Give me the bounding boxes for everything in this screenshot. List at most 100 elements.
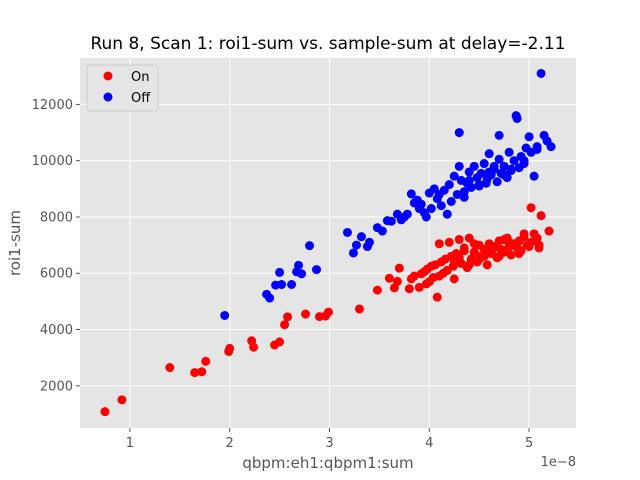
- data-point-off: [454, 128, 464, 138]
- data-point-on: [432, 292, 442, 302]
- data-point-off: [484, 149, 494, 159]
- data-point-off: [481, 178, 491, 188]
- data-point-off: [416, 199, 426, 209]
- data-point-on: [249, 342, 259, 352]
- data-point-on: [414, 282, 424, 292]
- data-point-off: [452, 189, 462, 199]
- data-point-on: [225, 343, 235, 353]
- data-point-on: [384, 273, 394, 283]
- x-axis-offset-text: 1e−8: [541, 455, 576, 470]
- data-point-on: [372, 285, 382, 295]
- data-point-on: [514, 249, 524, 259]
- x-tick-label: 3: [325, 436, 333, 451]
- data-point-off: [449, 171, 459, 181]
- data-point-off: [506, 164, 516, 174]
- y-tick-label: 8000: [40, 210, 73, 225]
- data-point-on: [532, 233, 542, 243]
- data-point-off: [287, 280, 297, 290]
- data-point-off: [499, 161, 509, 171]
- data-point-on: [283, 312, 293, 322]
- axis-ticks: 1 2 3 4 5 2000 4000 6000 8000 10000 12000: [32, 98, 534, 451]
- data-point-off: [265, 293, 275, 303]
- data-point-on: [190, 368, 200, 378]
- data-point-off: [356, 232, 366, 242]
- x-tick-label: 5: [525, 436, 533, 451]
- data-point-on: [454, 234, 464, 244]
- data-point-on: [197, 367, 207, 377]
- data-point-on: [459, 246, 469, 256]
- data-point-off: [511, 111, 521, 121]
- data-point-off: [524, 132, 534, 142]
- data-point-off: [504, 147, 514, 157]
- legend: On Off: [86, 64, 159, 112]
- y-tick-label: 2000: [40, 379, 73, 394]
- data-point-on: [275, 337, 285, 347]
- data-point-off: [499, 170, 509, 180]
- data-point-on: [506, 250, 516, 260]
- data-point-off: [484, 167, 494, 177]
- data-point-off: [421, 212, 431, 222]
- data-point-off: [454, 161, 464, 171]
- data-point-on: [117, 395, 127, 405]
- data-point-off: [442, 209, 452, 219]
- data-point-off: [464, 175, 474, 185]
- legend-off-marker: [103, 92, 113, 102]
- data-point-off: [546, 142, 556, 152]
- data-point-off: [297, 269, 307, 279]
- data-point-on: [499, 234, 509, 244]
- data-point-off: [494, 154, 504, 164]
- x-tick-label: 4: [425, 436, 433, 451]
- data-point-on: [392, 276, 402, 286]
- series-off: [220, 68, 556, 320]
- data-point-on: [534, 240, 544, 250]
- data-point-off: [509, 156, 519, 166]
- data-point-off: [406, 189, 416, 199]
- data-point-off: [294, 260, 304, 270]
- data-point-off: [529, 171, 539, 181]
- data-point-on: [165, 363, 175, 373]
- data-point-off: [348, 248, 358, 258]
- data-point-off: [275, 267, 285, 277]
- data-point-off: [494, 130, 504, 140]
- chart-title: Run 8, Scan 1: roi1-sum vs. sample-sum a…: [90, 34, 565, 54]
- data-point-on: [479, 251, 489, 261]
- y-tick-label: 10000: [32, 154, 73, 169]
- data-point-on: [434, 239, 444, 249]
- data-point-off: [386, 216, 396, 226]
- data-point-off: [377, 226, 387, 236]
- data-point-off: [444, 180, 454, 190]
- data-point-off: [305, 241, 315, 251]
- data-point-on: [100, 407, 110, 417]
- data-point-off: [277, 280, 287, 290]
- x-tick-label: 1: [126, 436, 134, 451]
- data-point-off: [476, 168, 486, 178]
- data-point-on: [449, 256, 459, 266]
- data-point-off: [466, 182, 476, 192]
- data-point-on: [519, 229, 529, 239]
- y-tick-label: 4000: [40, 323, 73, 338]
- data-point-off: [492, 177, 502, 187]
- data-point-on: [494, 251, 504, 261]
- data-points: [100, 68, 556, 417]
- data-point-on: [409, 271, 419, 281]
- x-tick-label: 2: [226, 436, 234, 451]
- data-point-on: [444, 237, 454, 247]
- data-point-off: [479, 159, 489, 169]
- data-point-off: [342, 227, 352, 237]
- data-point-on: [449, 274, 459, 284]
- data-point-off: [436, 201, 446, 211]
- data-point-on: [394, 263, 404, 273]
- data-point-on: [404, 284, 414, 294]
- data-point-on: [482, 260, 492, 270]
- data-point-off: [220, 310, 230, 320]
- data-point-off: [469, 161, 479, 171]
- series-on: [100, 203, 554, 417]
- data-point-on: [301, 309, 311, 319]
- data-point-on: [509, 240, 519, 250]
- data-point-off: [536, 68, 546, 78]
- data-point-on: [526, 203, 536, 213]
- data-point-off: [364, 237, 374, 247]
- y-axis-label: roi1-sum: [6, 210, 24, 276]
- data-point-off: [459, 192, 469, 202]
